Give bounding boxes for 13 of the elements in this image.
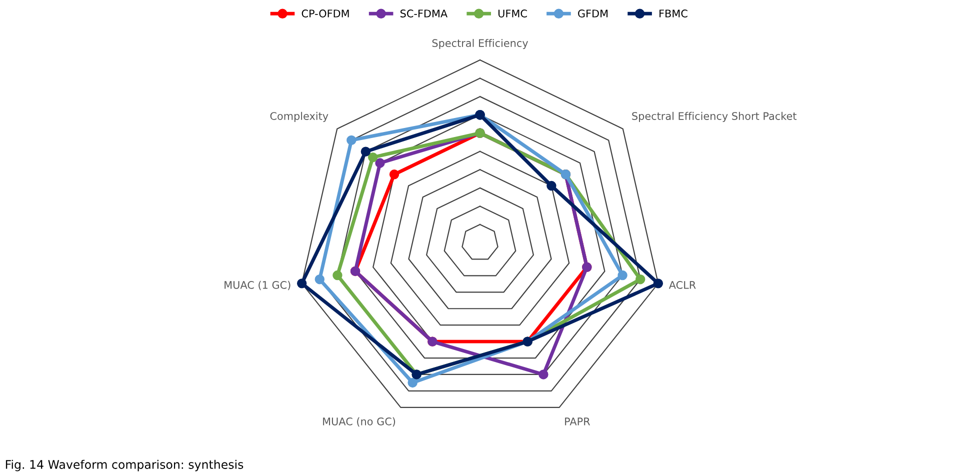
spoke-label: ACLR [668,281,696,289]
legend-label: UFMC [498,10,527,18]
spoke-label: Complexity [270,112,328,122]
spoke-label: Spectral Efficiency Short Packet [632,112,796,122]
spoke-label: MUAC (no GC) [323,417,396,427]
legend-label: FBMC [660,10,688,18]
spoke-label: Spectral Efficiency [432,38,528,50]
legend-label: CP-OFDM [302,10,349,18]
legend-label: SC-FDMA [400,10,448,18]
caption: Fig. 14 Waveform comparison: synthesis [6,460,244,472]
legend-label: GFDM [578,10,608,18]
spoke-label: PAPR [565,418,590,426]
spoke-label: MUAC (1 GC) [224,280,290,290]
